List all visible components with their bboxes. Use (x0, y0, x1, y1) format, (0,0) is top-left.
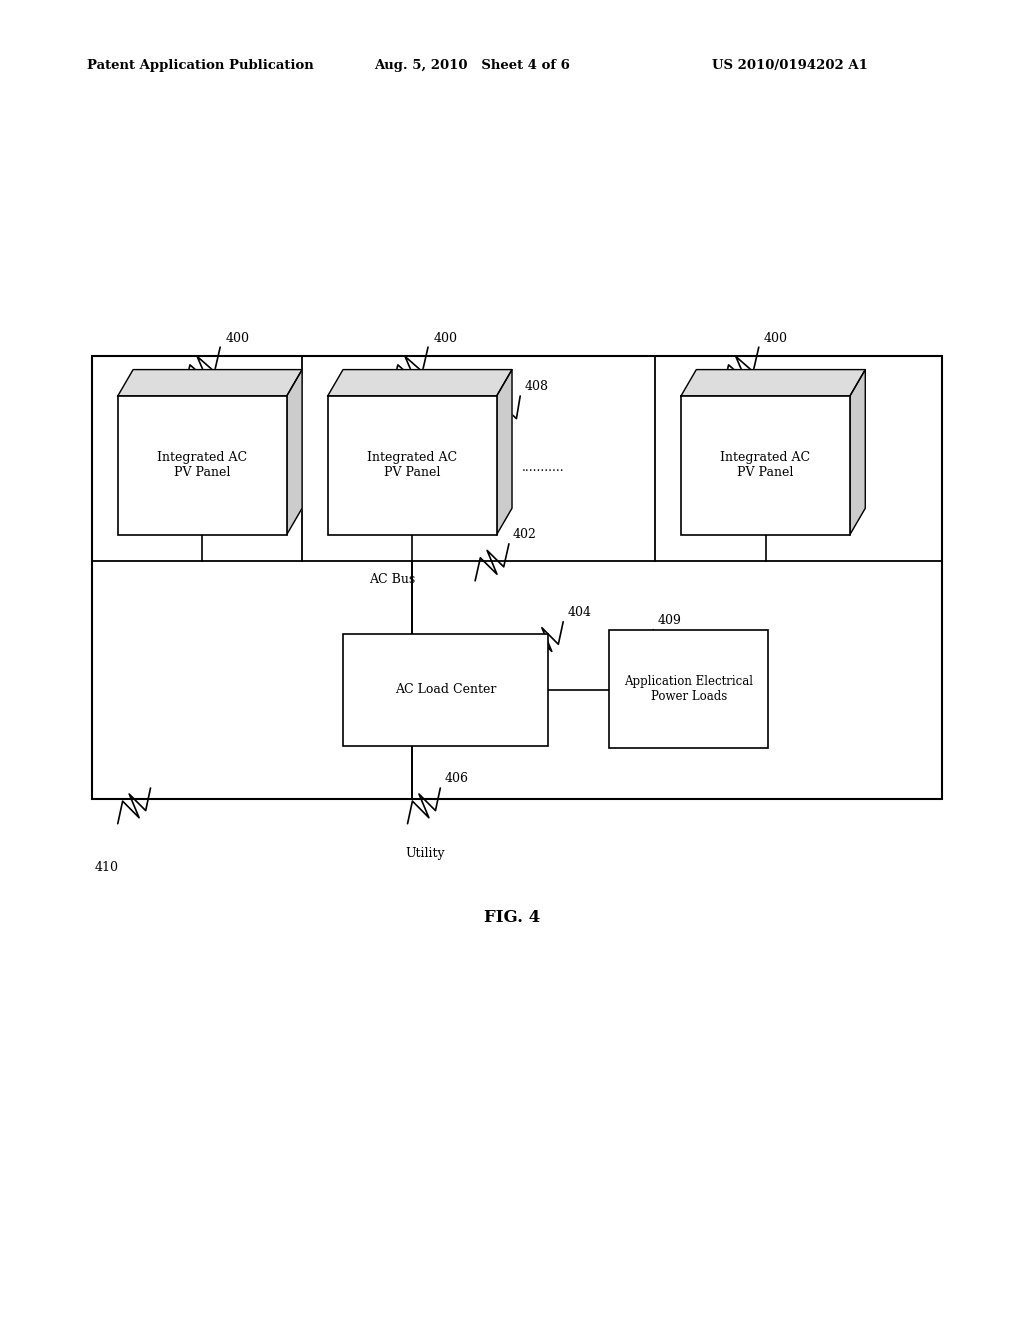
Bar (328, 396, 497, 535)
Text: 402: 402 (513, 528, 537, 541)
Text: Application Electrical
Power Loads: Application Electrical Power Loads (625, 675, 753, 704)
Bar (609, 630, 768, 748)
Polygon shape (287, 370, 302, 535)
Text: Utility: Utility (406, 847, 444, 861)
Text: 400: 400 (764, 331, 787, 345)
Polygon shape (118, 370, 302, 396)
Bar (92, 356, 942, 799)
Bar (681, 396, 850, 535)
Polygon shape (681, 370, 865, 396)
Text: 410: 410 (94, 861, 118, 874)
Text: US 2010/0194202 A1: US 2010/0194202 A1 (712, 59, 867, 73)
Text: 400: 400 (225, 331, 249, 345)
Text: Aug. 5, 2010   Sheet 4 of 6: Aug. 5, 2010 Sheet 4 of 6 (374, 59, 569, 73)
Polygon shape (850, 370, 865, 535)
Text: Integrated AC
PV Panel: Integrated AC PV Panel (367, 451, 458, 479)
Text: AC Load Center: AC Load Center (395, 684, 496, 696)
Text: AC Bus: AC Bus (369, 573, 415, 586)
Text: Patent Application Publication: Patent Application Publication (87, 59, 313, 73)
Text: FIG. 4: FIG. 4 (484, 909, 540, 925)
Text: ...........: ........... (521, 461, 564, 474)
Text: 404: 404 (567, 606, 591, 619)
Polygon shape (328, 370, 512, 396)
Text: Integrated AC
PV Panel: Integrated AC PV Panel (720, 451, 811, 479)
Text: 408: 408 (524, 380, 548, 393)
Text: Integrated AC
PV Panel: Integrated AC PV Panel (157, 451, 248, 479)
Bar (343, 634, 548, 746)
Text: 400: 400 (433, 331, 457, 345)
Polygon shape (497, 370, 512, 535)
Text: 409: 409 (657, 614, 681, 627)
Bar (118, 396, 287, 535)
Text: 406: 406 (444, 772, 468, 785)
